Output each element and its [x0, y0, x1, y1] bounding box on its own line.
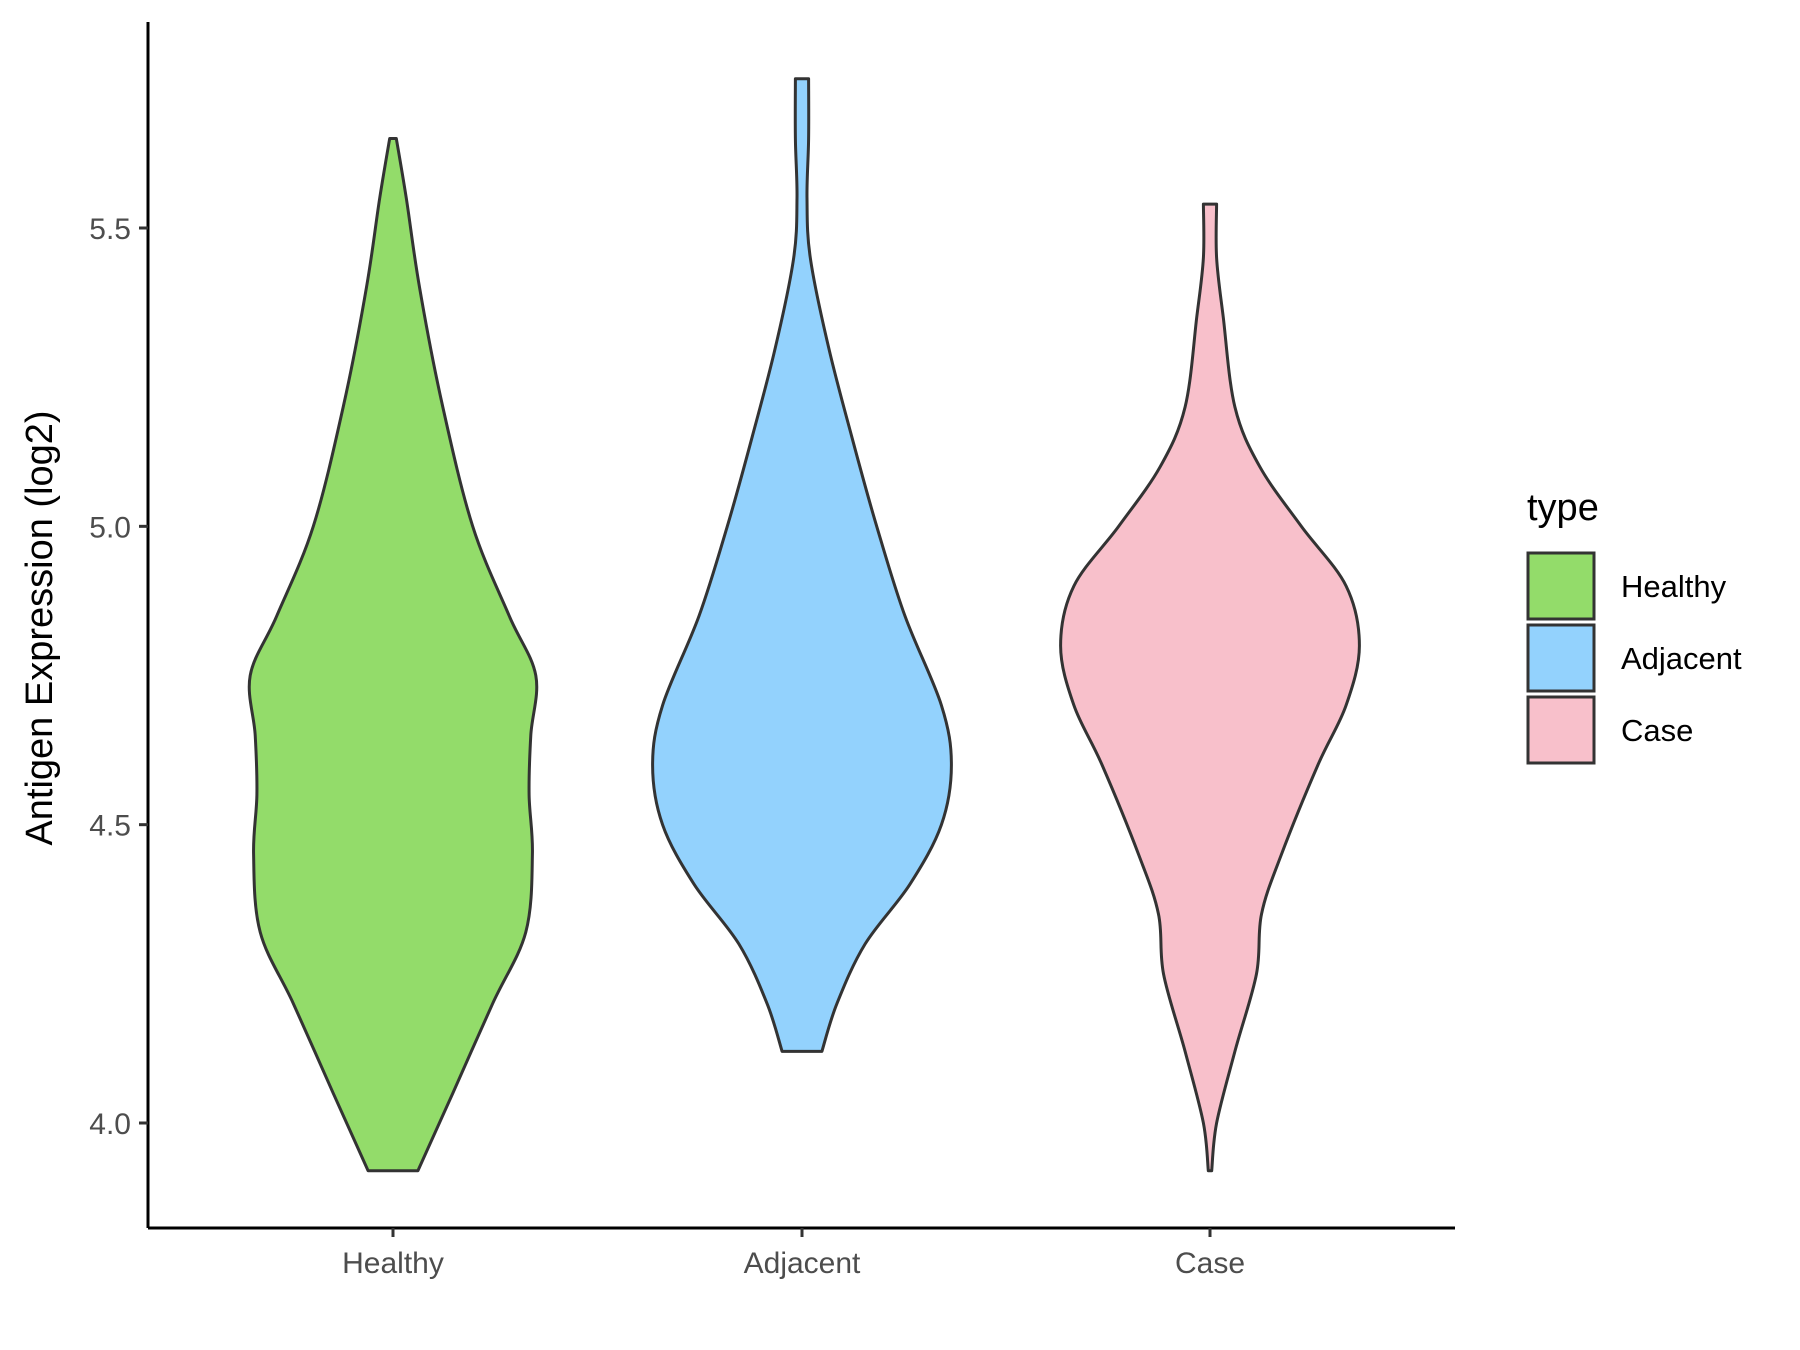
x-tick-label: Adjacent: [744, 1247, 861, 1280]
x-tick-label: Healthy: [342, 1247, 444, 1280]
violin-adjacent: [651, 77, 953, 1053]
legend-title: type: [1527, 487, 1599, 529]
legend: type Healthy Adjacent Case: [1526, 487, 1742, 765]
y-axis-title: Antigen Expression (log2): [19, 410, 61, 845]
y-tick-label: 5.0: [89, 511, 131, 544]
violin-case: [1059, 202, 1361, 1173]
legend-label-case: Case: [1621, 713, 1693, 748]
y-tick-label: 4.5: [89, 810, 131, 843]
x-axis: Healthy Adjacent Case: [148, 1226, 1455, 1280]
violin-healthy: [247, 137, 539, 1173]
legend-key-case: [1526, 695, 1596, 765]
y-tick-label: 5.5: [89, 213, 131, 246]
y-axis: 4.0 4.5 5.0 5.5: [89, 22, 150, 1228]
legend-key-adjacent: [1526, 623, 1596, 693]
x-tick-label: Case: [1175, 1247, 1245, 1280]
legend-key-healthy: [1526, 551, 1596, 621]
y-tick-label: 4.0: [89, 1108, 131, 1141]
legend-label-adjacent: Adjacent: [1621, 641, 1742, 676]
plot-area: [247, 77, 1361, 1173]
legend-label-healthy: Healthy: [1621, 569, 1727, 604]
